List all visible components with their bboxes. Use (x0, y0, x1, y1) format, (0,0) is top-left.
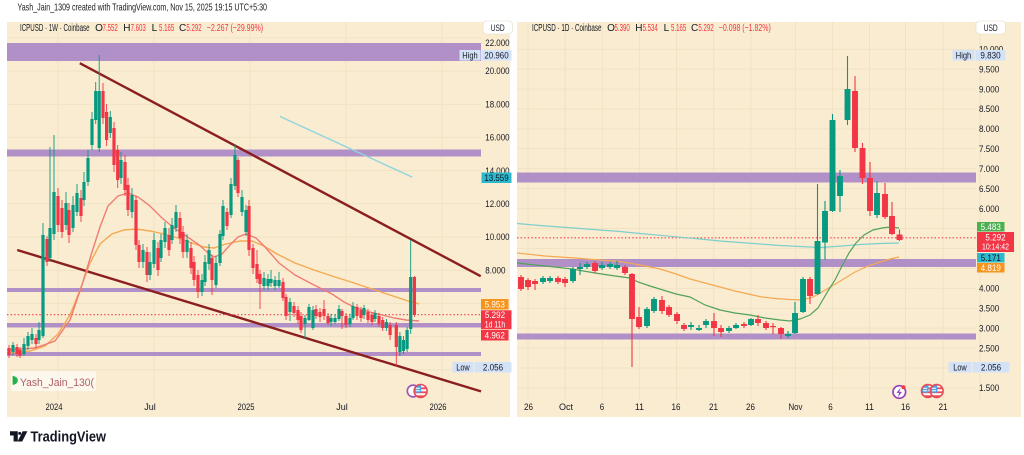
svg-text:8.000: 8.000 (979, 124, 999, 134)
svg-text:−0.098 (−1.82%): −0.098 (−1.82%) (719, 23, 771, 34)
svg-text:7.000: 7.000 (979, 164, 999, 174)
svg-text:10.000: 10.000 (979, 44, 1003, 54)
svg-text:3.000: 3.000 (979, 323, 999, 333)
svg-text:5.953: 5.953 (485, 299, 505, 309)
svg-text:4.000: 4.000 (979, 284, 999, 294)
svg-text:ICPUSD · 1W · Coinbase: ICPUSD · 1W · Coinbase (20, 23, 90, 34)
svg-text:5.292: 5.292 (186, 23, 201, 34)
svg-text:5.483: 5.483 (981, 222, 1001, 232)
svg-text:1.500: 1.500 (979, 383, 999, 393)
svg-text:3.500: 3.500 (979, 303, 999, 313)
svg-text:5.292: 5.292 (485, 310, 505, 320)
svg-text:H: H (635, 23, 642, 34)
svg-text:2025: 2025 (238, 402, 255, 412)
svg-text:21: 21 (709, 402, 718, 412)
svg-text:9.000: 9.000 (979, 84, 999, 94)
svg-text:O: O (95, 23, 103, 34)
svg-text:13.559: 13.559 (484, 173, 508, 183)
svg-text:USD: USD (984, 23, 998, 34)
svg-text:O: O (607, 23, 615, 34)
svg-text:4.962: 4.962 (485, 330, 505, 340)
svg-text:2.056: 2.056 (981, 362, 1001, 372)
svg-text:7.500: 7.500 (979, 144, 999, 154)
svg-text:18.000: 18.000 (485, 99, 509, 109)
svg-text:6: 6 (600, 402, 605, 412)
svg-text:5.292: 5.292 (985, 232, 1005, 242)
svg-text:5.390: 5.390 (615, 23, 630, 34)
svg-text:C: C (691, 23, 698, 34)
svg-text:Jul: Jul (336, 402, 348, 412)
svg-text:11: 11 (635, 402, 644, 412)
svg-text:C: C (179, 23, 186, 34)
svg-text:7.603: 7.603 (131, 23, 146, 34)
svg-text:21: 21 (939, 402, 948, 412)
svg-text:8.000: 8.000 (485, 265, 505, 275)
svg-text:5.171: 5.171 (981, 253, 1001, 263)
svg-text:5.165: 5.165 (671, 23, 686, 34)
svg-text:2.500: 2.500 (979, 343, 999, 353)
svg-text:5.534: 5.534 (643, 23, 658, 34)
svg-text:Nov: Nov (789, 402, 803, 412)
svg-text:High: High (956, 50, 972, 60)
svg-text:USD: USD (491, 23, 505, 34)
svg-text:8.500: 8.500 (979, 104, 999, 114)
svg-text:7.552: 7.552 (103, 23, 118, 34)
svg-text:TradingView: TradingView (31, 430, 107, 446)
svg-text:9.830: 9.830 (980, 50, 1000, 60)
svg-text:High: High (462, 50, 478, 60)
svg-text:L: L (664, 23, 670, 34)
svg-text:10.000: 10.000 (485, 232, 509, 242)
svg-text:16: 16 (672, 402, 681, 412)
svg-text:20.960: 20.960 (484, 50, 508, 60)
svg-text:16.000: 16.000 (485, 133, 509, 143)
svg-text:6: 6 (828, 402, 833, 412)
svg-text:H: H (123, 23, 130, 34)
svg-text:Yash_Jain_1309 created with Tr: Yash_Jain_1309 created with TradingView.… (18, 2, 268, 14)
svg-text:16: 16 (901, 402, 910, 412)
svg-text:Oct: Oct (559, 402, 573, 412)
svg-text:6.000: 6.000 (979, 204, 999, 214)
svg-text:26: 26 (746, 402, 755, 412)
svg-text:10:14:42: 10:14:42 (982, 242, 1009, 252)
svg-text:2026: 2026 (430, 402, 447, 412)
svg-text:Low: Low (456, 362, 470, 372)
svg-text:ICPUSD · 1D · Coinbase: ICPUSD · 1D · Coinbase (532, 23, 602, 34)
svg-text:9.500: 9.500 (979, 64, 999, 74)
svg-text:Low: Low (953, 362, 967, 372)
svg-text:5.292: 5.292 (698, 23, 713, 34)
svg-text:Yash_Jain_130(: Yash_Jain_130( (20, 377, 94, 389)
svg-text:2.056: 2.056 (483, 362, 503, 372)
svg-text:6.500: 6.500 (979, 184, 999, 194)
svg-text:5.165: 5.165 (159, 23, 174, 34)
svg-text:−2.267 (−29.99%): −2.267 (−29.99%) (207, 23, 263, 34)
svg-text:11: 11 (865, 402, 874, 412)
svg-text:Jul: Jul (144, 402, 156, 412)
svg-text:12.000: 12.000 (485, 199, 509, 209)
svg-text:14.000: 14.000 (485, 166, 509, 176)
svg-text:22.000: 22.000 (485, 38, 509, 48)
svg-text:1d 11h: 1d 11h (485, 320, 506, 330)
svg-text:L: L (152, 23, 158, 34)
svg-text:26: 26 (524, 402, 533, 412)
svg-text:2024: 2024 (46, 402, 63, 412)
svg-text:4.819: 4.819 (981, 263, 1001, 273)
svg-text:20.000: 20.000 (485, 66, 509, 76)
